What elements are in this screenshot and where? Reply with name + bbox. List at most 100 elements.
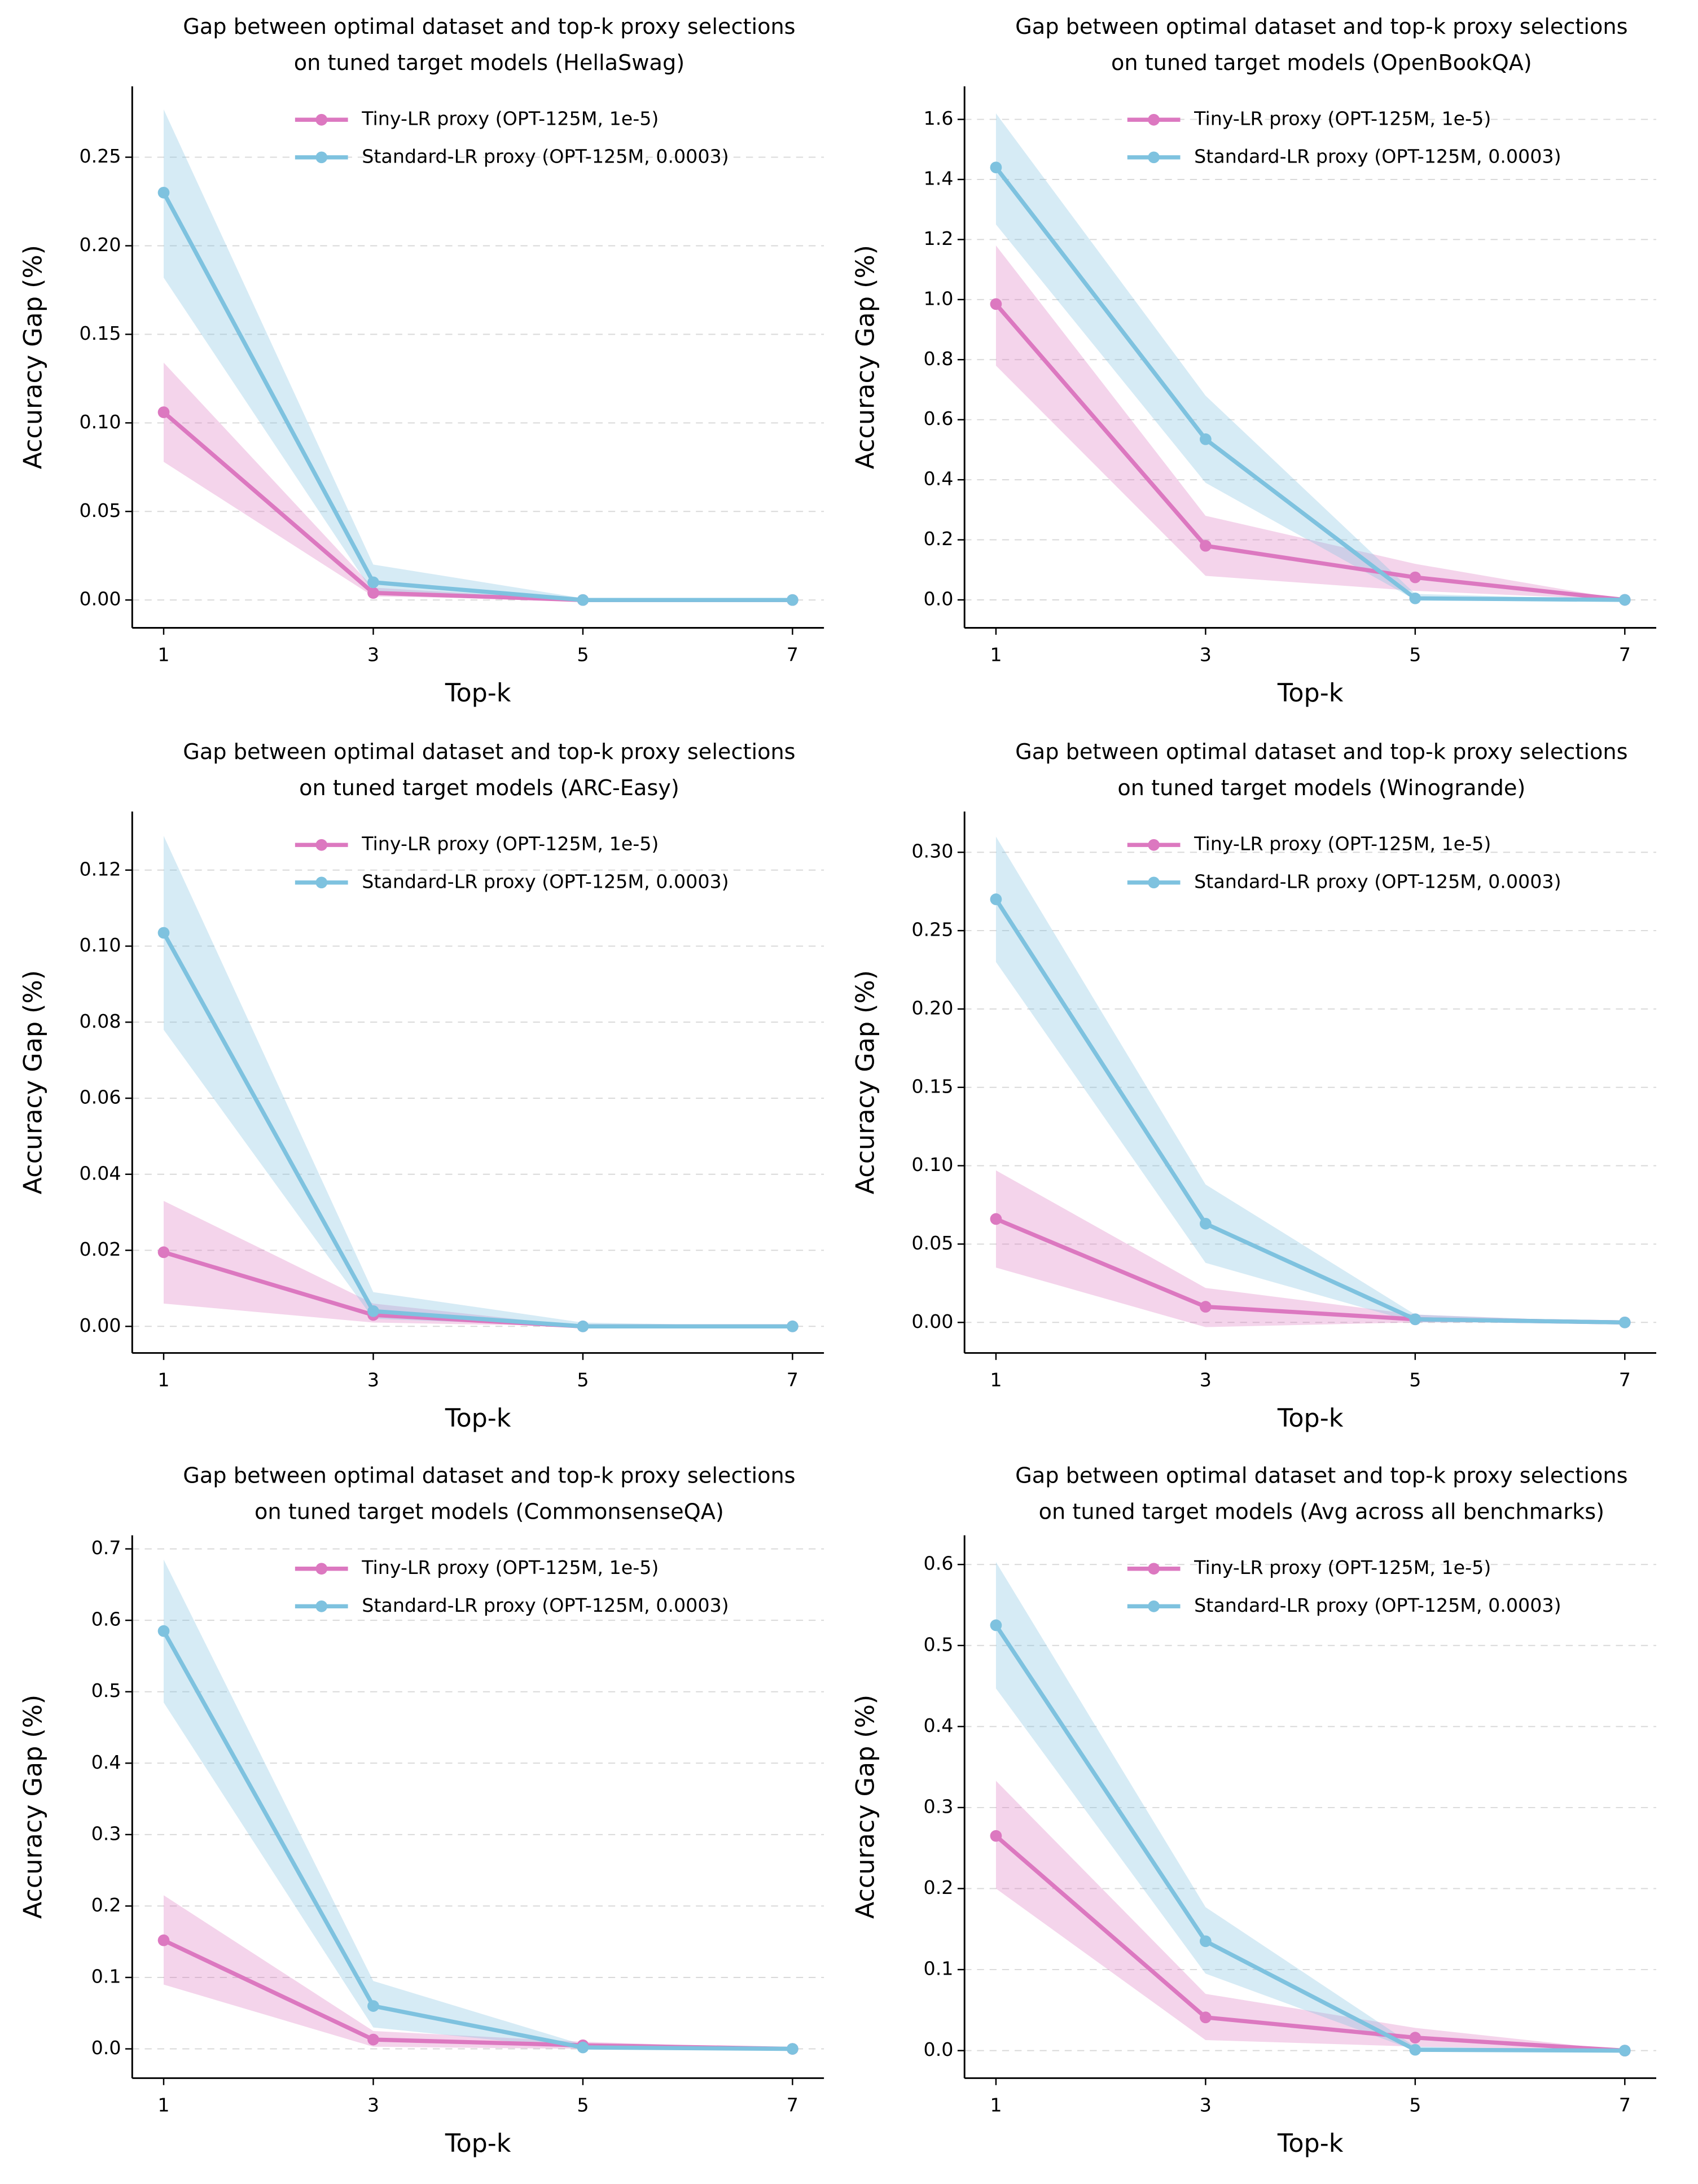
error-band [164,1559,793,2049]
legend-label: Tiny-LR proxy (OPT-125M, 1e-5) [361,1556,659,1578]
x-tick-label: 3 [367,1369,379,1391]
chart-title: Gap between optimal dataset and top-k pr… [1015,740,1627,765]
chart-panel: Gap between optimal dataset and top-k pr… [19,1463,824,2158]
series-line [994,1624,1625,2053]
x-tick-label: 7 [1619,1369,1631,1391]
chart-title: on tuned target models (Avg across all b… [1039,1500,1604,1525]
x-tick-label: 5 [577,643,589,665]
y-tick-label: 0.0 [924,2038,954,2060]
error-band [995,1780,1625,2051]
data-point [157,1246,170,1258]
x-tick-label: 7 [787,2094,798,2116]
y-tick-label: 0.20 [79,234,121,256]
data-point [990,161,1002,174]
data-point [1200,433,1212,445]
x-tick-label: 5 [577,1369,589,1391]
y-tick-label: 0.10 [79,934,121,956]
y-tick-label: 0.15 [911,1075,953,1097]
chart-title: on tuned target models (OpenBookQA) [1111,51,1532,76]
x-tick-label: 5 [577,2094,589,2116]
legend-marker [1148,1600,1160,1612]
y-tick-label: 0.10 [911,1154,953,1176]
legend-label: Tiny-LR proxy (OPT-125M, 1e-5) [1194,833,1491,855]
data-point [1409,571,1421,584]
y-tick-label: 0.6 [924,407,954,429]
y-tick-label: 0.4 [91,1751,121,1773]
y-tick-label: 0.3 [924,1795,954,1817]
y-tick-label: 0.3 [91,1822,121,1844]
legend-label: Standard-LR proxy (OPT-125M, 0.0003) [362,870,729,892]
series-line [994,1834,1625,2053]
error-band [164,109,793,600]
data-point [787,1320,798,1332]
x-tick-label: 7 [1619,2094,1631,2116]
data-point [157,1934,170,1946]
x-tick-label: 1 [157,643,169,665]
series-line [994,302,1625,602]
chart-title: Gap between optimal dataset and top-k pr… [1015,15,1627,40]
x-tick-label: 5 [1409,643,1421,665]
chart-title: on tuned target models (ARC-Easy) [299,776,679,801]
legend-marker [1148,839,1160,851]
y-tick-label: 0.2 [91,1894,121,1916]
data-point [1409,1313,1421,1326]
x-tick-label: 1 [990,2094,1002,2116]
series-line [994,898,1625,1325]
legend-marker [1148,151,1160,164]
data-point [367,1305,379,1317]
legend-marker [315,876,328,889]
chart-title: Gap between optimal dataset and top-k pr… [183,1463,795,1488]
y-tick-label: 0.6 [91,1608,121,1630]
y-tick-label: 1.4 [924,167,954,189]
y-tick-label: 0.00 [79,588,121,610]
chart-title: Gap between optimal dataset and top-k pr… [183,15,795,40]
data-point [1618,594,1631,606]
y-tick-label: 0.0 [91,2037,121,2059]
x-axis-label: Top-k [1277,2129,1344,2158]
x-tick-label: 3 [1200,2094,1212,2116]
y-tick-label: 1.6 [924,107,954,129]
x-tick-label: 5 [1409,1369,1421,1391]
y-tick-label: 0.25 [911,919,953,941]
series-line [161,191,793,602]
data-point [1409,592,1421,604]
x-tick-label: 3 [1200,1369,1212,1391]
data-point [157,1625,170,1637]
y-axis-label: Accuracy Gap (%) [852,1695,880,1919]
x-tick-label: 7 [787,1369,798,1391]
y-axis-label: Accuracy Gap (%) [852,970,880,1194]
chart-panel: Gap between optimal dataset and top-k pr… [19,15,824,708]
data-point [367,2033,379,2046]
error-band [164,836,793,1327]
legend-marker [1148,876,1160,889]
data-point [157,406,170,418]
x-tick-label: 1 [990,1369,1002,1391]
chart-title: on tuned target models (Winogrande) [1117,776,1525,801]
y-tick-label: 0.08 [79,1010,121,1032]
data-point [1200,540,1212,552]
data-point [577,594,589,606]
error-band [164,362,793,600]
data-point [157,927,170,939]
y-tick-label: 0.4 [924,1714,954,1736]
legend-label: Standard-LR proxy (OPT-125M, 0.0003) [362,145,729,167]
chart-panel: Gap between optimal dataset and top-k pr… [19,740,824,1433]
y-axis-label: Accuracy Gap (%) [19,245,48,469]
x-tick-label: 7 [787,643,798,665]
chart-title: Gap between optimal dataset and top-k pr… [183,740,795,765]
data-point [157,186,170,199]
y-tick-label: 0.20 [911,997,953,1019]
chart-panel: Gap between optimal dataset and top-k pr… [852,1463,1657,2158]
error-band [995,113,1625,600]
error-band [164,1200,793,1327]
series-line [161,1630,793,2051]
legend-label: Tiny-LR proxy (OPT-125M, 1e-5) [361,833,659,855]
y-tick-label: 0.1 [924,1958,954,1980]
data-point [1200,1935,1212,1948]
data-point [1200,1217,1212,1230]
data-point [577,2041,589,2054]
x-tick-label: 1 [990,643,1002,665]
legend-label: Standard-LR proxy (OPT-125M, 0.0003) [1194,870,1561,892]
legend-label: Standard-LR proxy (OPT-125M, 0.0003) [362,1594,729,1616]
y-tick-label: 0.1 [91,1965,121,1987]
